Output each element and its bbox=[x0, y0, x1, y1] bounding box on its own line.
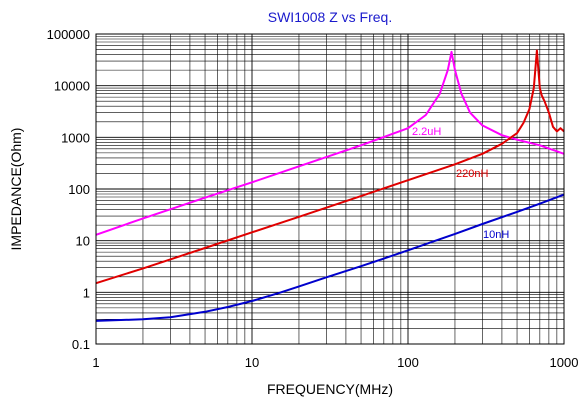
y-tick-label: 10000 bbox=[54, 79, 90, 94]
y-tick-label: 100000 bbox=[47, 27, 90, 42]
series-label: 2.2uH bbox=[412, 126, 441, 138]
y-axis-label: IMPEDANCE(Ohm) bbox=[8, 128, 24, 251]
x-tick-label: 1000 bbox=[550, 355, 579, 370]
y-tick-label: 1 bbox=[83, 285, 90, 300]
x-tick-label: 10 bbox=[245, 355, 259, 370]
x-tick-label: 100 bbox=[397, 355, 419, 370]
major-gridlines bbox=[96, 34, 564, 344]
series-label: 220nH bbox=[456, 168, 488, 180]
chart-title: SWI1008 Z vs Freq. bbox=[268, 9, 392, 25]
y-tick-label: 10 bbox=[76, 234, 90, 249]
x-tick-labels: 1 10 100 1000 bbox=[92, 355, 578, 370]
series-labels: 2.2uH 220nH 10nH bbox=[412, 126, 509, 241]
x-tick-label: 1 bbox=[92, 355, 99, 370]
series-label: 10nH bbox=[483, 229, 509, 241]
series-line-10nh bbox=[95, 193, 565, 322]
y-tick-label: 0.1 bbox=[72, 337, 90, 352]
series-layer bbox=[95, 49, 565, 322]
x-axis-label: FREQUENCY(MHz) bbox=[267, 381, 393, 397]
series-line-22uh bbox=[95, 50, 565, 236]
plot-frame bbox=[95, 33, 565, 345]
y-tick-labels: 0.1 1 10 100 1000 10000 100000 bbox=[47, 27, 90, 352]
series-line-220nh bbox=[95, 49, 565, 285]
y-tick-label: 1000 bbox=[61, 130, 90, 145]
y-tick-label: 100 bbox=[68, 182, 90, 197]
